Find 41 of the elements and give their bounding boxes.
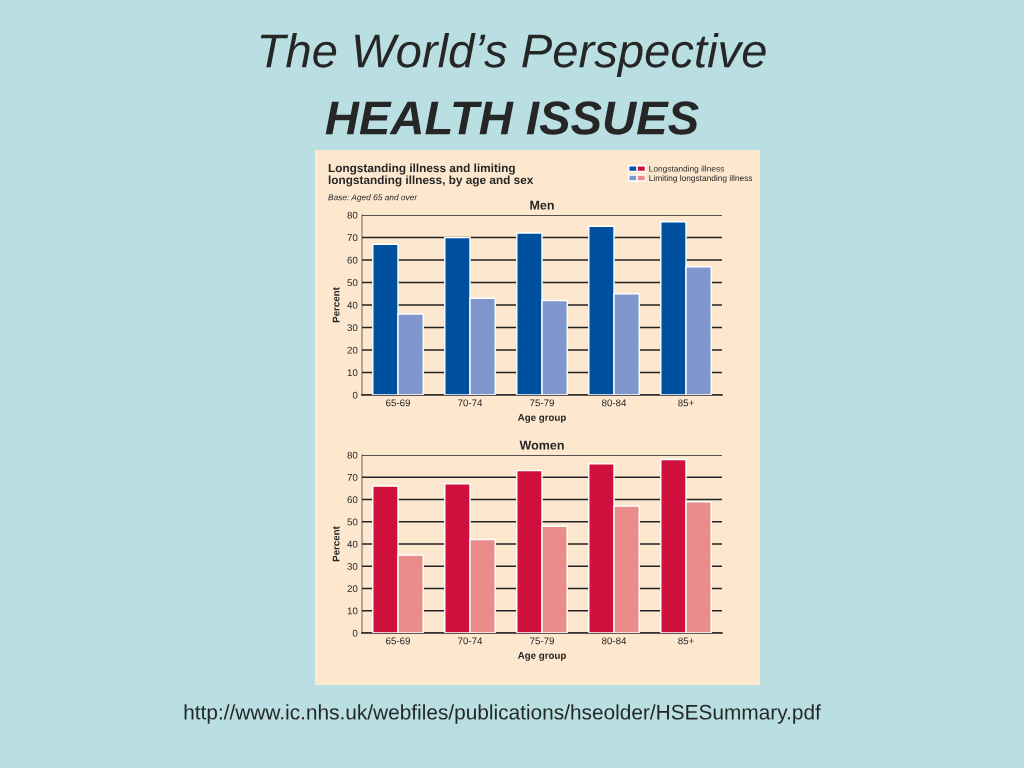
y-tick-label: 20 [347, 346, 358, 354]
x-tick-label: 65-69 [386, 399, 410, 407]
y-tick-label: 20 [347, 585, 358, 593]
y-tick-label: 80 [347, 451, 358, 459]
y-tick-label: 40 [347, 540, 358, 548]
x-tick-label: 70-74 [458, 637, 483, 645]
y-axis-title: Percent [332, 287, 340, 323]
y-tick-label: 0 [352, 391, 358, 399]
text: HEALTH ISSUES [325, 101, 699, 135]
y-tick-label: 40 [347, 301, 358, 309]
x-tick-label: 65-69 [386, 637, 410, 645]
x-tick-label: 70-74 [458, 399, 483, 407]
chart-title: Men [530, 200, 554, 210]
y-tick-label: 50 [347, 279, 358, 287]
x-axis-title: Age group [517, 652, 566, 661]
y-tick-label: 50 [347, 518, 358, 526]
legend-label: Longstanding illness [649, 165, 724, 174]
x-axis-title: Age group [517, 414, 566, 423]
text: Longstanding illness and limiting longstanding illness, by age and sex [328, 163, 534, 187]
y-tick-label: 10 [347, 369, 358, 377]
x-tick-label: 85+ [678, 637, 694, 645]
y-tick-label: 10 [347, 607, 358, 615]
y-tick-label: 30 [347, 562, 358, 570]
x-tick-label: 75-79 [530, 637, 554, 645]
text: The World’s Perspective [260, 32, 766, 78]
x-tick-label: 85+ [678, 399, 694, 407]
y-tick-label: 60 [347, 256, 358, 264]
y-tick-label: 30 [347, 324, 358, 332]
y-tick-label: 70 [347, 473, 358, 481]
legend-label: Limiting longstanding illness [649, 174, 753, 183]
y-tick-label: 70 [347, 234, 358, 242]
y-tick-label: 0 [352, 629, 358, 637]
y-tick-label: 60 [347, 496, 358, 504]
x-tick-label: 75-79 [530, 399, 554, 407]
text: Base: Aged 65 and over [328, 194, 418, 202]
x-tick-label: 80-84 [601, 399, 627, 407]
chart-title: Women [519, 440, 564, 450]
y-axis-title: Percent [332, 526, 340, 562]
y-tick-label: 80 [347, 211, 358, 219]
text: http://www.ic.nhs.uk/webfiles/publications/hseolder/HSESummary.pdf [184, 704, 821, 724]
x-tick-label: 80-84 [601, 637, 627, 645]
